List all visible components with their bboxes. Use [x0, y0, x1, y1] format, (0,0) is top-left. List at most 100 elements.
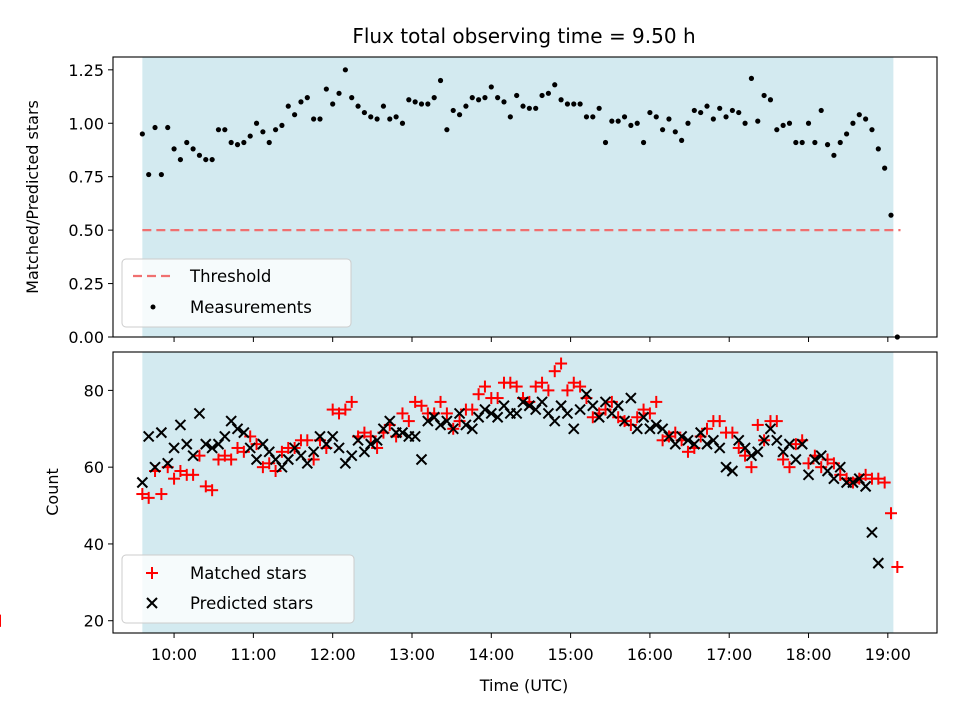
- measurement-point: [146, 171, 152, 178]
- measurement-point: [330, 101, 336, 107]
- matched-star-point: [326, 403, 339, 416]
- matched-star-point: [739, 449, 752, 462]
- matched-star-point: [339, 403, 352, 416]
- predicted-star-point: [238, 426, 250, 439]
- measurement-point: [355, 103, 361, 109]
- measurement-point: [196, 152, 203, 158]
- measurement-point: [349, 95, 355, 101]
- matched-star-point: [409, 395, 422, 408]
- measurement-point: [615, 118, 621, 124]
- measurement-point: [469, 95, 475, 101]
- matched-star-point: [605, 395, 618, 408]
- measurement-point: [437, 77, 444, 84]
- measurement-point: [564, 101, 571, 107]
- matched-star-point: [561, 384, 574, 397]
- matched-star-point: [212, 453, 225, 466]
- measurement-point: [450, 107, 456, 114]
- measurement-point: [190, 146, 196, 152]
- measurement-point: [558, 97, 564, 103]
- bottom-y-axis-ticks: 20 40 60 80: [84, 381, 113, 631]
- matched-star-point: [789, 438, 802, 451]
- measurement-point: [850, 120, 856, 126]
- matched-star-point: [358, 426, 371, 439]
- predicted-star-point: [637, 411, 650, 423]
- matched-star-point: [415, 399, 428, 412]
- matched-star-point: [745, 461, 758, 474]
- chart-title: Flux total observing time = 9.50 h: [352, 24, 695, 48]
- predicted-star-point: [694, 426, 707, 439]
- measurement-point: [882, 165, 888, 171]
- predicted-star-point: [181, 438, 193, 450]
- bottom-axes-frame: [112, 351, 938, 634]
- matched-star-point: [650, 395, 663, 408]
- top-y-axis-ticks: 0.00 0.25 0.50 0.75 1.00 1.25: [68, 61, 113, 347]
- predicted-stars-points: [136, 388, 885, 569]
- measurement-point: [672, 129, 678, 135]
- legend-matched-swatch: [146, 567, 158, 579]
- measurement-point: [774, 127, 780, 133]
- predicted-star-point: [726, 465, 739, 477]
- measurement-point: [393, 114, 399, 120]
- measurement-point: [514, 92, 520, 99]
- predicted-star-point: [301, 457, 314, 470]
- predicted-star-point: [231, 423, 244, 435]
- predicted-star-point: [872, 557, 885, 569]
- matched-star-point: [783, 461, 796, 474]
- matched-star-point: [542, 384, 555, 397]
- measurement-point: [336, 90, 342, 96]
- x-tick-label: 11:00: [230, 645, 276, 664]
- matched-star-point: [364, 430, 377, 443]
- matched-star-point: [263, 457, 276, 470]
- predicted-star-point: [618, 415, 631, 427]
- matched-star-point: [301, 434, 314, 447]
- predicted-star-point: [631, 423, 643, 435]
- predicted-star-point: [650, 419, 662, 431]
- legend-predicted-swatch: [146, 597, 158, 609]
- predicted-star-point: [625, 392, 637, 404]
- measurement-point: [184, 139, 190, 146]
- measurement-point: [780, 122, 786, 128]
- measurement-point: [177, 156, 184, 163]
- measurement-point: [520, 103, 526, 109]
- predicted-star-point: [434, 419, 447, 431]
- predicted-star-point: [219, 430, 231, 443]
- measurement-point: [869, 127, 875, 133]
- measurement-point: [292, 112, 298, 118]
- measurement-point: [843, 131, 850, 137]
- matched-star-point: [599, 403, 612, 416]
- predicted-star-point: [326, 430, 339, 443]
- matched-star-point: [199, 480, 212, 493]
- measurement-point: [710, 116, 716, 122]
- predicted-star-point: [644, 423, 656, 435]
- predicted-star-point: [771, 434, 783, 446]
- matched-star-point: [402, 415, 415, 428]
- legend-measurements-swatch: [150, 304, 156, 310]
- measurement-point: [704, 103, 710, 109]
- predicted-star-point: [720, 461, 732, 473]
- measurement-point: [691, 107, 697, 114]
- matched-star-point: [885, 507, 898, 520]
- measurement-point: [361, 109, 368, 116]
- matched-star-point: [612, 411, 625, 424]
- x-tick-label: 17:00: [706, 645, 752, 664]
- matched-star-point: [193, 449, 206, 462]
- measurement-point: [786, 120, 793, 126]
- measurement-point: [824, 142, 831, 148]
- measurement-point: [215, 127, 222, 133]
- matched-star-point: [891, 560, 904, 573]
- predicted-star-point: [491, 411, 504, 423]
- measurement-point: [634, 120, 640, 126]
- measurement-point: [158, 171, 164, 178]
- predicted-star-point: [701, 438, 713, 450]
- predicted-star-point: [244, 442, 256, 454]
- measurement-point: [209, 156, 215, 163]
- predicted-star-point: [866, 526, 878, 539]
- measurement-point: [590, 114, 596, 120]
- matched-star-point: [345, 395, 358, 408]
- top-y-tick-label: 1.00: [68, 114, 104, 133]
- measurement-point: [425, 101, 431, 107]
- matched-star-point: [206, 484, 219, 497]
- measurement-point: [742, 120, 748, 126]
- measurement-point: [640, 139, 647, 146]
- matched-star-point: [434, 395, 447, 408]
